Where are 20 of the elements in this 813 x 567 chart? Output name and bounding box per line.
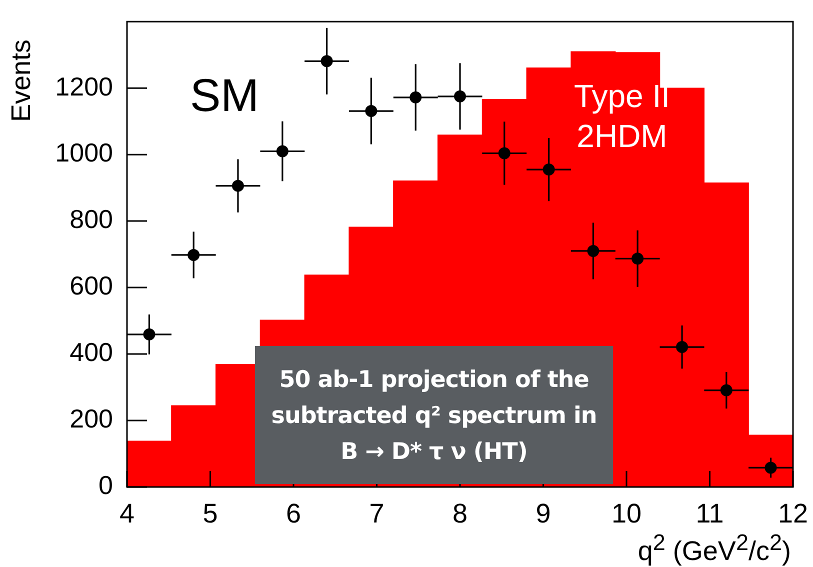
y-tick-label: 400 — [70, 337, 113, 368]
x-tick-label: 11 — [696, 498, 724, 529]
y-axis-title: Events — [6, 39, 37, 122]
x-tick-label: 6 — [286, 498, 302, 529]
legend-label: SM — [190, 68, 259, 122]
x-axis-title: q$^{2}$ (GeV$^{2}$/c$^{2}$) — [638, 530, 791, 567]
y-tick-label: 600 — [70, 270, 113, 301]
x-tick-label: 8 — [452, 498, 468, 529]
y-tick-label: 1000 — [55, 138, 113, 168]
y-tick-label: 1200 — [55, 71, 113, 102]
y-tick-label: 0 — [98, 470, 113, 500]
x-tick-label: 4 — [119, 498, 135, 529]
x-tick-label: 12 — [778, 498, 808, 529]
y-tick-label: 800 — [70, 204, 113, 234]
annotation: 50 ab-1 projection of the subtracted q² spectrum in B → D* τ ν (HT) — [255, 346, 613, 484]
x-tick-label: 7 — [369, 498, 384, 529]
x-tick-label: 5 — [202, 498, 218, 529]
x-tick-label: 9 — [536, 498, 551, 529]
x-tick-label: 10 — [611, 498, 642, 529]
y-tick-label: 200 — [70, 404, 113, 434]
